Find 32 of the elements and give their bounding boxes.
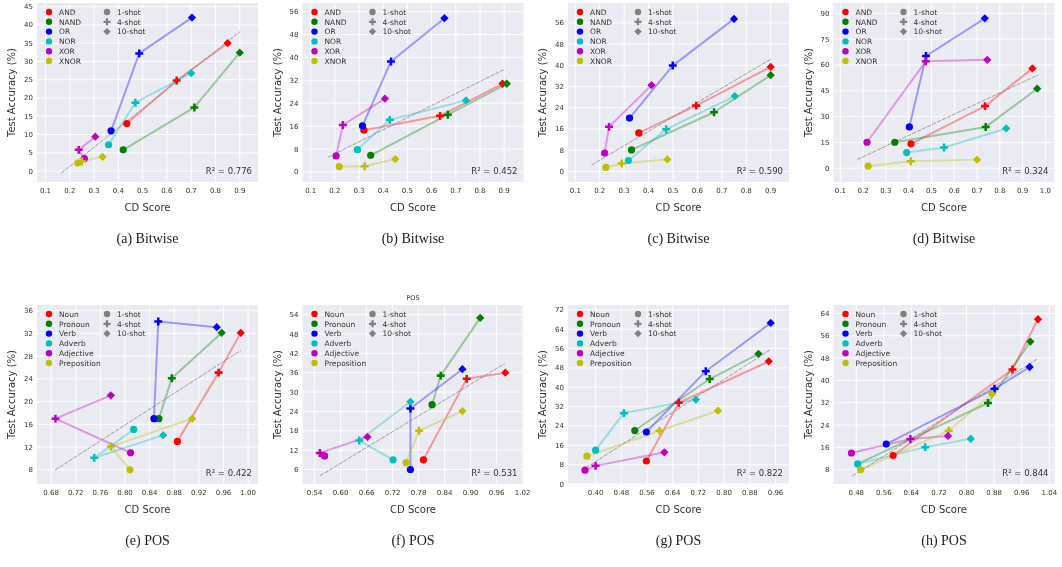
- annotation: R² = 0.844: [1002, 468, 1049, 478]
- text: (d) Bitwise: [912, 231, 976, 247]
- annotation: R² = 0.324: [1002, 166, 1049, 176]
- y-axis-title: Test Accuracy (%): [802, 349, 814, 441]
- text: (b) Bitwise: [381, 231, 445, 247]
- y-axis-title: Test Accuracy (%): [537, 47, 548, 139]
- x-axis-title: CD Score: [390, 504, 436, 515]
- text: (e) POS: [125, 533, 170, 549]
- x-axis-title: CD Score: [921, 504, 967, 515]
- text: (g) POS: [655, 533, 702, 549]
- x-axis-title: CD Score: [124, 504, 171, 515]
- y-axis-title: Test Accuracy (%): [6, 349, 17, 441]
- x-axis-title: CD Score: [124, 202, 171, 213]
- x-axis-title: CD Score: [655, 504, 702, 515]
- y-axis-title: Test Accuracy (%): [6, 47, 17, 139]
- y-axis-title: Test Accuracy (%): [537, 349, 548, 441]
- annotation: R² = 0.776: [205, 166, 252, 176]
- annotation: R² = 0.422: [205, 468, 252, 478]
- y-axis-title: Test Accuracy (%): [271, 47, 283, 139]
- annotation: R² = 0.531: [471, 468, 518, 478]
- text: (a) Bitwise: [116, 231, 179, 247]
- x-axis-title: CD Score: [655, 202, 702, 213]
- y-axis-title: Test Accuracy (%): [271, 349, 283, 441]
- x-axis-title: CD Score: [921, 202, 967, 213]
- text: (h) POS: [921, 533, 967, 549]
- x-axis-title: CD Score: [390, 202, 436, 213]
- text: (c) Bitwise: [647, 231, 710, 247]
- annotation: R² = 0.590: [736, 166, 783, 176]
- annotation: R² = 0.822: [736, 468, 783, 478]
- text: (f) POS: [391, 533, 435, 549]
- y-axis-title: Test Accuracy (%): [802, 47, 814, 139]
- annotation: R² = 0.452: [471, 166, 518, 176]
